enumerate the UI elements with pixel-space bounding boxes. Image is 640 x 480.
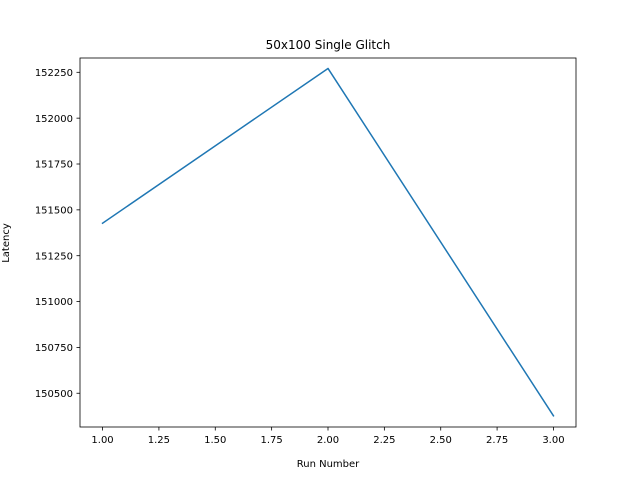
x-tick-label: 3.00 xyxy=(542,435,564,446)
y-tick-label: 152000 xyxy=(35,114,73,125)
y-tick-label: 152250 xyxy=(35,68,73,79)
y-tick-label: 151500 xyxy=(35,205,73,216)
series-line-0 xyxy=(101,67,555,417)
plot-area xyxy=(80,58,576,427)
y-tick-label: 151000 xyxy=(35,297,73,308)
x-tick-label: 2.00 xyxy=(317,435,339,446)
y-tick-label: 151750 xyxy=(35,160,73,171)
y-tick-label: 150500 xyxy=(35,389,73,400)
x-tick-label: 2.50 xyxy=(430,435,452,446)
y-axis-label: Latency xyxy=(1,223,12,263)
x-tick-label: 2.75 xyxy=(486,435,508,446)
x-axis-ticks: 1.00 1.25 1.50 1.75 2.00 2.25 2.50 2.75 3.00 xyxy=(91,427,565,446)
x-tick-label: 1.00 xyxy=(91,435,113,446)
plot-frame xyxy=(79,57,577,428)
y-axis-ticks: 150500 150750 151000 151250 151500 151750 1520… xyxy=(35,68,80,400)
x-tick-label: 2.25 xyxy=(373,435,395,446)
x-tick-label: 1.75 xyxy=(261,435,283,446)
x-tick-label: 1.50 xyxy=(204,435,226,446)
x-axis-label: Run Number xyxy=(297,459,360,470)
y-tick-label: 151250 xyxy=(35,251,73,262)
plot-background xyxy=(80,58,576,427)
x-tick-label: 1.25 xyxy=(148,435,170,446)
chart-title: 50x100 Single Glitch xyxy=(266,38,391,52)
y-tick-label: 150750 xyxy=(35,343,73,354)
series-layer xyxy=(101,67,555,417)
